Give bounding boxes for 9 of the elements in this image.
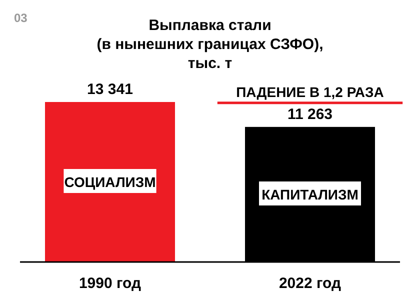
data-label: 11 263 [287,106,333,123]
annotation: СОЦИАЛИЗМ [64,174,156,190]
chart-title: Выплавка стали (в нынешних границах СЗФО), тыс. т [96,17,324,72]
text: 03 [14,11,28,25]
annotation: КАПИТАЛИЗМ [262,186,358,202]
data-label: 13 341 [87,81,133,98]
text: ПАДЕНИЕ В 1,2 РАЗА [236,84,384,100]
x-tick-label: 2022 год [278,275,342,292]
x-tick-label: 1990 год [78,275,142,292]
